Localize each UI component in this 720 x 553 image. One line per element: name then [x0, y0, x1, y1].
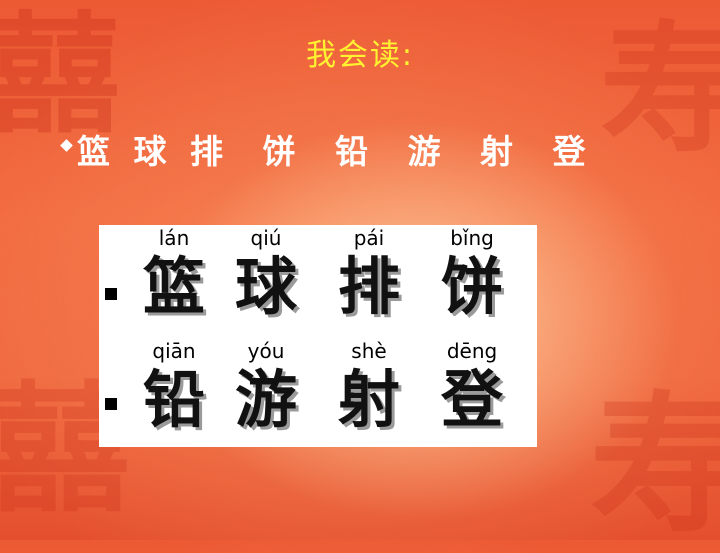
char-cell: yóu 游 [221, 338, 311, 436]
bullet-char: 饼 [262, 132, 296, 171]
square-bullet-icon [105, 398, 117, 410]
pinyin: shè [351, 339, 387, 363]
char-cell: lán 篮 [129, 225, 219, 323]
pinyin: lán [158, 226, 190, 250]
bullet-char: 篮 [77, 132, 110, 171]
bullet-char: 登 [552, 132, 586, 171]
char-cell: shè 射 [324, 338, 414, 436]
pinyin-row-1: lán 篮 qiú 球 pái 排 bǐng 饼 [99, 225, 537, 336]
square-bullet-icon [105, 288, 117, 300]
pinyin-row-2: qiān 铅 yóu 游 shè 射 dēng 登 [99, 338, 537, 449]
bullet-line: 篮 球 排 饼 铅 游 射 登 [60, 124, 598, 174]
diamond-bullet-icon [60, 138, 73, 152]
pinyin: yóu [247, 339, 285, 363]
char-cell: dēng 登 [427, 338, 517, 436]
bullet-char: 射 [480, 132, 513, 171]
pinyin: qiān [152, 339, 196, 363]
bullet-char: 游 [407, 132, 441, 171]
bullet-char: 球 [133, 132, 167, 171]
hanzi: 篮 [142, 250, 205, 323]
bullet-char: 排 [190, 132, 223, 171]
char-cell: qiān 铅 [129, 338, 219, 436]
bullet-char: 铅 [335, 132, 368, 171]
background-decoration-top-left: 囍 [0, 0, 121, 151]
pinyin: bǐng [450, 226, 494, 250]
hanzi: 游 [234, 363, 297, 436]
hanzi: 铅 [142, 363, 205, 436]
background-decoration-bottom-right: 寿 [589, 377, 720, 553]
hanzi: 射 [337, 363, 400, 436]
pinyin: pái [353, 226, 385, 250]
pinyin: qiú [250, 226, 282, 250]
bullet-characters: 篮 球 排 饼 铅 游 射 登 [77, 125, 598, 173]
char-cell: bǐng 饼 [427, 225, 517, 323]
hanzi: 登 [440, 363, 503, 436]
hanzi: 排 [337, 250, 400, 323]
char-cell: pái 排 [324, 225, 414, 323]
background-decoration-top-right: 寿 [599, 8, 720, 172]
slide-title: 我会读: [305, 38, 415, 73]
hanzi: 球 [234, 250, 297, 323]
char-cell: qiú 球 [221, 225, 311, 323]
hanzi: 饼 [440, 250, 503, 323]
pinyin-card: lán 篮 qiú 球 pái 排 bǐng 饼 qiān 铅 yóu 游 sh… [99, 225, 537, 447]
pinyin: dēng [446, 339, 498, 363]
